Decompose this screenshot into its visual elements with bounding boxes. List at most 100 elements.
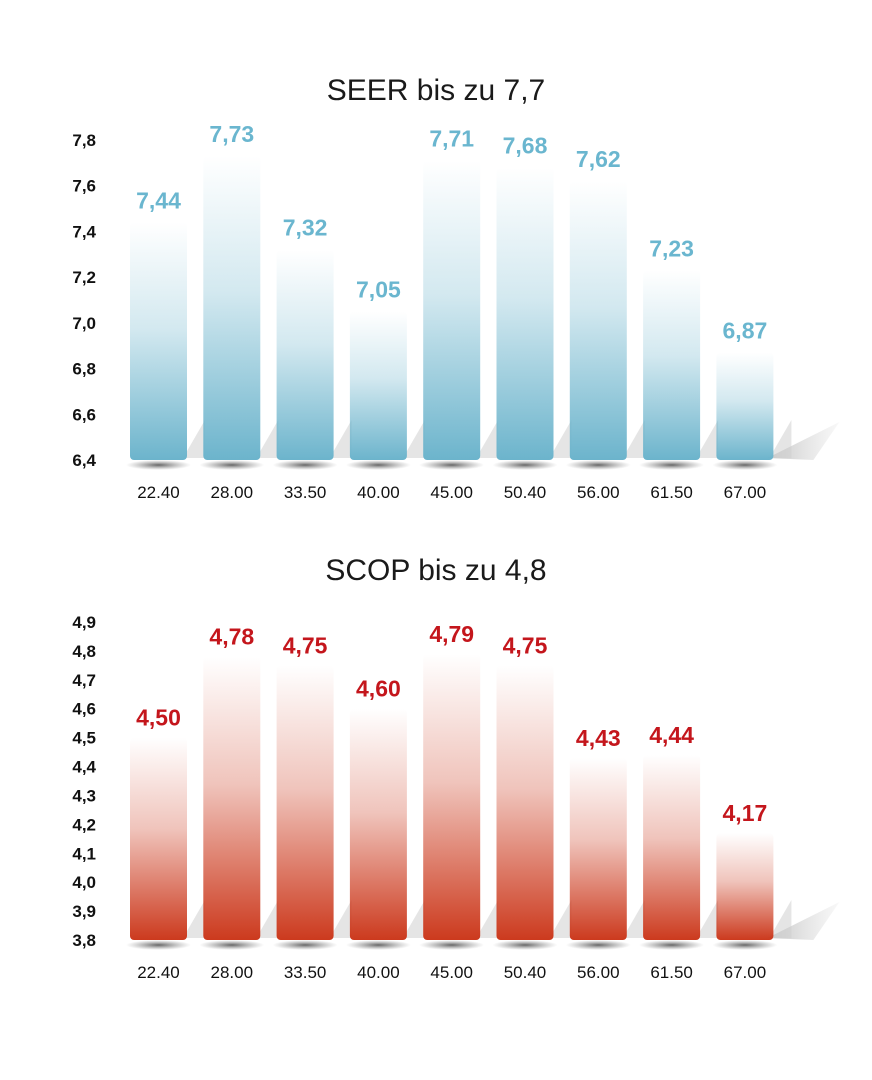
bar-base-shadow xyxy=(126,940,191,950)
y-tick-label: 6,4 xyxy=(72,451,96,470)
bar-shadow xyxy=(549,420,572,458)
data-label: 4,50 xyxy=(136,705,181,731)
bar-base-shadow xyxy=(272,940,338,950)
y-tick-label: 4,7 xyxy=(72,671,96,690)
bar-base-shadow xyxy=(126,460,191,470)
chart-title: SEER bis zu 7,7 xyxy=(327,74,545,107)
data-label: 7,23 xyxy=(649,235,694,261)
bar-shadow xyxy=(183,420,205,458)
y-tick-label: 4,8 xyxy=(72,642,96,661)
bar-base-shadow xyxy=(565,940,631,950)
data-label: 7,62 xyxy=(576,146,621,172)
bar xyxy=(130,222,187,460)
bar-base-shadow xyxy=(272,460,338,470)
scop-chart: SCOP bis zu 4,8 3,8 3,9 4,0 4,1 4,2 4,3 4,4 4,5 4… xyxy=(72,554,840,982)
x-tick-label: 40.00 xyxy=(357,963,400,982)
bar xyxy=(276,249,334,460)
y-tick-label: 3,9 xyxy=(72,902,96,921)
bar-base-shadow xyxy=(345,460,411,470)
x-tick-label: 28.00 xyxy=(211,483,254,502)
data-label: 7,05 xyxy=(356,276,401,302)
y-tick-label: 7,2 xyxy=(72,268,96,287)
bar-shadow xyxy=(696,900,719,938)
bar-base-shadow xyxy=(345,940,411,950)
x-tick-label: 50.40 xyxy=(504,483,547,502)
y-tick-label: 4,4 xyxy=(72,758,96,777)
x-tick-label: 45.00 xyxy=(430,483,473,502)
x-tick-label: 61.50 xyxy=(650,483,693,502)
y-tick-label: 4,1 xyxy=(72,844,96,863)
bar xyxy=(643,270,701,460)
x-tick-label: 50.40 xyxy=(504,963,547,982)
data-label: 4,75 xyxy=(503,632,548,658)
bar xyxy=(203,656,261,940)
data-label: 7,73 xyxy=(209,121,254,147)
bar-base-shadow xyxy=(419,460,485,470)
x-tick-label: 61.50 xyxy=(650,963,693,982)
bar xyxy=(349,708,407,940)
x-tick-label: 56.00 xyxy=(577,963,620,982)
data-label: 7,44 xyxy=(136,187,181,213)
y-tick-label: 7,8 xyxy=(72,131,96,150)
bar-shadow xyxy=(402,900,425,938)
bar xyxy=(716,352,774,460)
y-tick-label: 7,4 xyxy=(72,222,96,241)
chart-title: SCOP bis zu 4,8 xyxy=(325,554,546,587)
bar-shadow xyxy=(329,900,352,938)
bar-shadow xyxy=(549,900,572,938)
bar xyxy=(203,156,261,460)
y-tick-label: 4,6 xyxy=(72,700,96,719)
data-label: 4,78 xyxy=(209,624,254,650)
x-tick-label: 22.40 xyxy=(137,963,180,982)
bar-shadow xyxy=(696,420,719,458)
bar-base-shadow xyxy=(199,460,265,470)
data-label: 4,60 xyxy=(356,676,401,702)
x-tick-label: 45.00 xyxy=(430,963,473,982)
bar-shadow xyxy=(622,900,645,938)
bar xyxy=(496,167,554,460)
y-tick-label: 4,0 xyxy=(72,873,96,892)
bar xyxy=(569,181,627,460)
bar xyxy=(716,833,774,940)
bar-shadow xyxy=(183,900,205,938)
data-label: 7,32 xyxy=(283,215,328,241)
bar-shadow xyxy=(402,420,425,458)
bar xyxy=(496,665,554,940)
bar-shadow xyxy=(476,420,499,458)
bar xyxy=(423,160,481,461)
bar-shadow xyxy=(769,420,792,458)
seer-chart: SEER bis zu 7,7 6,4 6,6 6,8 7,0 7,2 7,4 7,6 7,8 7… xyxy=(72,74,840,502)
bar xyxy=(643,754,701,940)
x-tick-label: 67.00 xyxy=(724,963,767,982)
data-label: 6,87 xyxy=(723,318,768,344)
x-tick-label: 56.00 xyxy=(577,483,620,502)
bar xyxy=(130,737,187,940)
x-tick-label: 28.00 xyxy=(211,963,254,982)
data-label: 4,43 xyxy=(576,725,621,751)
bar-base-shadow xyxy=(492,940,558,950)
bar xyxy=(423,653,481,940)
data-label: 4,44 xyxy=(649,722,694,748)
y-tick-label: 7,0 xyxy=(72,314,96,333)
x-tick-label: 33.50 xyxy=(284,963,327,982)
bar-base-shadow xyxy=(199,940,265,950)
data-label: 4,17 xyxy=(723,800,768,826)
bar-shadow xyxy=(769,900,792,938)
data-label: 7,71 xyxy=(429,126,474,152)
y-tick-label: 4,5 xyxy=(72,729,96,748)
x-tick-label: 22.40 xyxy=(137,483,180,502)
bar-shadow xyxy=(622,420,645,458)
data-label: 7,68 xyxy=(503,132,548,158)
data-label: 4,79 xyxy=(429,621,474,647)
bar xyxy=(276,665,334,940)
bar-shadow xyxy=(256,900,279,938)
bar-shadow xyxy=(256,420,279,458)
y-tick-label: 4,9 xyxy=(72,613,96,632)
bar-base-shadow xyxy=(712,940,778,950)
x-tick-label: 67.00 xyxy=(724,483,767,502)
bar-base-shadow xyxy=(712,460,778,470)
bar xyxy=(569,757,627,940)
y-tick-label: 6,8 xyxy=(72,360,96,379)
bar-base-shadow xyxy=(492,460,558,470)
